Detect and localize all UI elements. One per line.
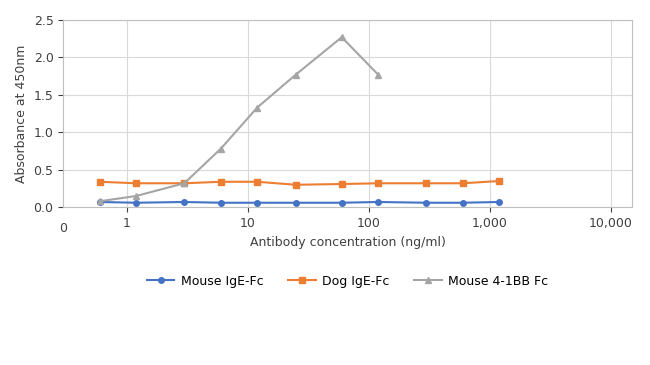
- Mouse 4-1BB Fc: [217, 147, 225, 151]
- Mouse 4-1BB Fc: [181, 181, 188, 185]
- Mouse IgE-Fc: [459, 200, 467, 205]
- Line: Mouse IgE-Fc: Mouse IgE-Fc: [97, 199, 502, 205]
- Line: Mouse 4-1BB Fc: Mouse 4-1BB Fc: [96, 34, 382, 205]
- Dog IgE-Fc: [132, 181, 140, 185]
- Mouse IgE-Fc: [374, 200, 382, 204]
- Mouse IgE-Fc: [217, 200, 225, 205]
- Dog IgE-Fc: [495, 179, 503, 183]
- Mouse IgE-Fc: [96, 200, 103, 204]
- Mouse 4-1BB Fc: [132, 194, 140, 198]
- Mouse 4-1BB Fc: [96, 199, 103, 203]
- Mouse IgE-Fc: [181, 200, 188, 204]
- Text: 0: 0: [59, 222, 68, 235]
- Dog IgE-Fc: [181, 181, 188, 185]
- Mouse 4-1BB Fc: [292, 73, 300, 77]
- Mouse 4-1BB Fc: [338, 35, 346, 39]
- Line: Dog IgE-Fc: Dog IgE-Fc: [97, 178, 502, 188]
- Dog IgE-Fc: [254, 180, 261, 184]
- Mouse IgE-Fc: [338, 200, 346, 205]
- Mouse IgE-Fc: [422, 200, 430, 205]
- Mouse 4-1BB Fc: [254, 105, 261, 110]
- X-axis label: Antibody concentration (ng/ml): Antibody concentration (ng/ml): [250, 235, 445, 249]
- Dog IgE-Fc: [217, 180, 225, 184]
- Dog IgE-Fc: [338, 182, 346, 186]
- Dog IgE-Fc: [96, 180, 103, 184]
- Mouse IgE-Fc: [132, 200, 140, 205]
- Mouse IgE-Fc: [495, 200, 503, 204]
- Mouse IgE-Fc: [254, 200, 261, 205]
- Dog IgE-Fc: [374, 181, 382, 185]
- Mouse 4-1BB Fc: [374, 73, 382, 77]
- Dog IgE-Fc: [422, 181, 430, 185]
- Mouse IgE-Fc: [292, 200, 300, 205]
- Legend: Mouse IgE-Fc, Dog IgE-Fc, Mouse 4-1BB Fc: Mouse IgE-Fc, Dog IgE-Fc, Mouse 4-1BB Fc: [142, 270, 553, 293]
- Dog IgE-Fc: [459, 181, 467, 185]
- Y-axis label: Absorbance at 450nm: Absorbance at 450nm: [15, 45, 28, 183]
- Dog IgE-Fc: [292, 182, 300, 187]
